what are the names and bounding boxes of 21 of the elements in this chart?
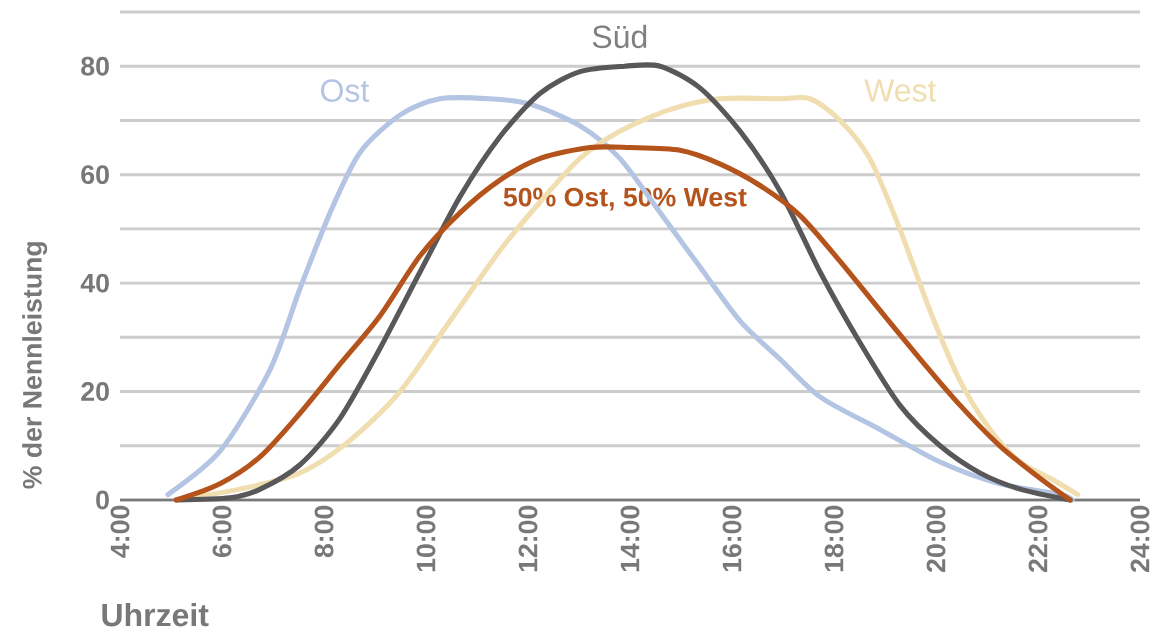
- series-label: Ost: [321, 79, 370, 102]
- series-label: Süd: [592, 24, 647, 49]
- y-tick-label: 0: [96, 490, 109, 510]
- x-tick-label: 4:00: [110, 505, 130, 558]
- x-tick-label: 20:00: [926, 505, 946, 572]
- x-tick-label: 22:00: [1028, 505, 1048, 572]
- series-label: West: [864, 79, 937, 102]
- y-tick-label: 40: [80, 273, 109, 293]
- x-tick-label: 18:00: [824, 505, 844, 572]
- x-tick-label: 8:00: [314, 505, 334, 558]
- x-tick-label: 6:00: [212, 505, 232, 558]
- x-tick-label: 24:00: [1130, 505, 1150, 572]
- y-tick-label: 20: [81, 382, 109, 401]
- x-tick-label: 10:00: [416, 505, 436, 572]
- x-tick-label: 14:00: [620, 505, 640, 572]
- y-axis-title: % der Nennleistung: [22, 242, 48, 489]
- x-tick-label: 12:00: [518, 505, 538, 572]
- y-tick-label: 80: [81, 56, 109, 76]
- x-axis-title: Uhrzeit: [102, 602, 209, 627]
- y-tick-label: 60: [81, 165, 109, 185]
- x-tick-label: 16:00: [722, 505, 742, 572]
